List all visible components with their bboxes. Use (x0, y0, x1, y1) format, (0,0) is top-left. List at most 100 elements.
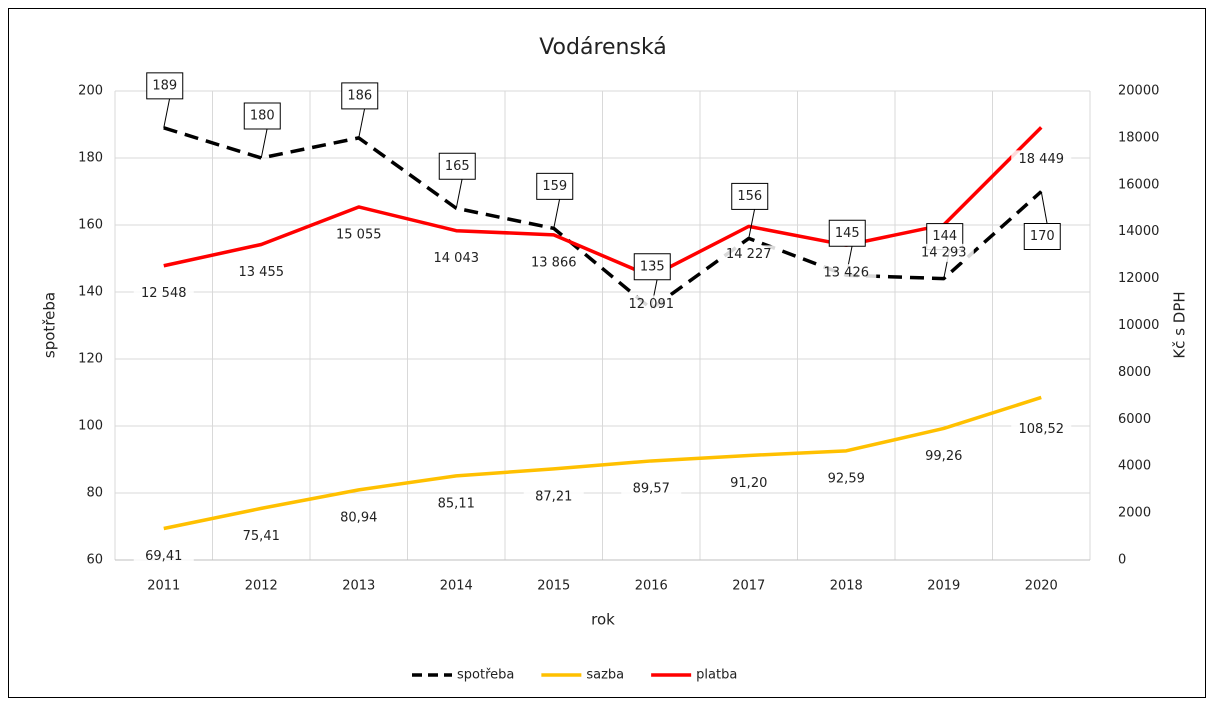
x-tick-label: 2016 (635, 579, 668, 594)
y2-tick-label: 4000 (1118, 459, 1151, 474)
callout-box (828, 219, 866, 247)
x-tick-label: 2014 (440, 579, 473, 594)
callout-pointer (358, 107, 366, 138)
y2-tick-label: 20000 (1118, 84, 1159, 99)
callout-box (731, 182, 769, 210)
label-bg (426, 249, 487, 268)
callout-box (633, 253, 671, 281)
callout-box (1023, 223, 1061, 250)
data-label: 69,41 (145, 549, 182, 564)
label-bg (133, 284, 194, 303)
callout-pointer (455, 178, 463, 209)
label-bg (426, 494, 487, 513)
data-label: 15 055 (336, 227, 382, 242)
label-bg (231, 527, 292, 546)
data-label: 189 (152, 78, 177, 93)
label-bg (718, 245, 779, 264)
data-label: 165 (445, 159, 470, 174)
label-bg (913, 447, 974, 466)
data-line (163, 126, 1043, 311)
data-label: 14 043 (434, 251, 480, 266)
label-bg (328, 508, 389, 527)
data-label: 159 (542, 179, 567, 194)
callout-pointer (260, 127, 268, 159)
callout-box (146, 72, 184, 100)
chart-title: Vodárenská (539, 35, 667, 60)
y-tick-label: 60 (86, 553, 103, 568)
y2-tick-label: 6000 (1118, 412, 1151, 427)
data-label: 12 548 (141, 286, 187, 301)
data-label: 145 (835, 226, 860, 241)
data-label: 186 (347, 88, 372, 103)
x-tick-label: 2020 (1025, 579, 1058, 594)
data-label: 13 455 (239, 265, 285, 280)
x-tick-label: 2011 (147, 579, 180, 594)
data-label: 14 227 (726, 247, 772, 262)
label-bg (1011, 420, 1072, 439)
label-bg (133, 547, 194, 566)
data-label: 156 (737, 189, 762, 204)
y2-tick-label: 12000 (1118, 271, 1159, 286)
y-tick-label: 180 (78, 151, 103, 166)
data-label: 108,52 (1019, 422, 1065, 437)
callout-box (438, 152, 476, 180)
x-tick-label: 2015 (537, 579, 570, 594)
label-bg (621, 479, 682, 498)
x-tick-label: 2013 (342, 579, 375, 594)
label-bg (913, 243, 974, 262)
callout-box (341, 82, 379, 110)
x-tick-label: 2019 (927, 579, 960, 594)
x-tick-label: 2012 (245, 579, 278, 594)
data-label: 99,26 (925, 449, 962, 464)
y2-tick-label: 16000 (1118, 177, 1159, 192)
label-bg (718, 474, 779, 493)
data-label: 75,41 (243, 529, 280, 544)
data-label: 92,59 (828, 471, 865, 486)
data-line (163, 126, 1043, 279)
y-tick-label: 100 (78, 419, 103, 434)
data-label: 87,21 (535, 489, 572, 504)
callout-pointer (163, 97, 171, 128)
y2-tick-label: 10000 (1118, 318, 1159, 333)
callout-box (243, 102, 281, 130)
data-label: 13 866 (531, 255, 577, 270)
data-label: 14 293 (921, 245, 967, 260)
data-label: 135 (640, 259, 665, 274)
data-label: 170 (1030, 229, 1055, 244)
label-bg (328, 225, 389, 244)
data-label: 80,94 (340, 510, 377, 525)
data-label: 12 091 (629, 297, 675, 312)
data-label: 89,57 (633, 481, 670, 496)
y2-tick-label: 14000 (1118, 224, 1159, 239)
label-bg (523, 487, 584, 506)
y2-tick-label: 8000 (1118, 365, 1151, 380)
label-bg (621, 295, 682, 314)
label-bg (816, 264, 877, 283)
label-bg (816, 469, 877, 488)
y2-tick-label: 2000 (1118, 506, 1151, 521)
legend-label: platba (696, 668, 737, 683)
label-bg (523, 253, 584, 272)
y-axis-title: spotřeba (41, 292, 59, 358)
callout-pointer (1040, 191, 1048, 225)
y-tick-label: 120 (78, 352, 103, 367)
y-tick-label: 80 (86, 486, 103, 501)
callout-pointer (553, 198, 561, 229)
x-axis-title: rok (591, 611, 615, 629)
data-label: 18 449 (1019, 152, 1065, 167)
data-label: 85,11 (438, 496, 475, 511)
x-tick-label: 2018 (830, 579, 863, 594)
data-line (163, 395, 1042, 531)
x-tick-label: 2017 (732, 579, 765, 594)
y2-tick-label: 18000 (1118, 130, 1159, 145)
legend-label: sazba (586, 668, 624, 683)
callout-pointer (748, 208, 756, 239)
y2-axis-title: Kč s DPH (1171, 291, 1189, 358)
callout-box (536, 172, 574, 200)
y-tick-label: 140 (78, 285, 103, 300)
y-tick-label: 160 (78, 218, 103, 233)
label-bg (231, 263, 292, 282)
y2-tick-label: 0 (1118, 553, 1126, 568)
data-label: 91,20 (730, 476, 767, 491)
